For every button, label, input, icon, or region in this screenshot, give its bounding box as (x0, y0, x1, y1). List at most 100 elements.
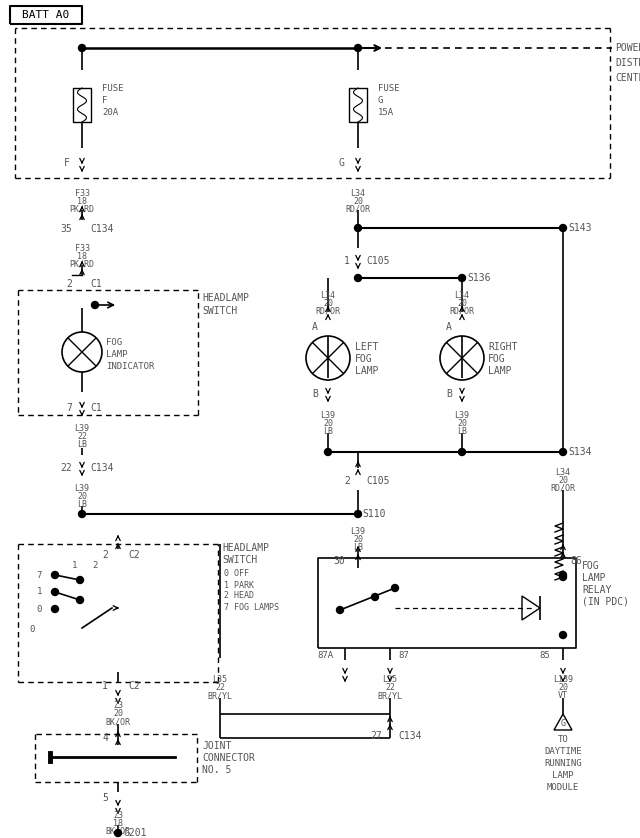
Text: LAMP: LAMP (355, 366, 378, 376)
Circle shape (559, 572, 566, 578)
Text: 1: 1 (72, 561, 77, 570)
Text: 22: 22 (60, 463, 72, 473)
Text: 1: 1 (344, 256, 350, 266)
Text: F: F (102, 96, 108, 105)
Circle shape (77, 577, 83, 583)
Text: 87A: 87A (317, 651, 333, 660)
Text: 2 HEAD: 2 HEAD (224, 592, 254, 601)
Text: SWITCH: SWITCH (202, 306, 237, 316)
Circle shape (559, 573, 566, 581)
Text: 4: 4 (102, 733, 108, 743)
Text: C105: C105 (366, 256, 390, 266)
Text: C1: C1 (90, 279, 102, 289)
Text: G: G (338, 158, 344, 168)
Circle shape (79, 44, 86, 51)
Text: L39: L39 (74, 423, 90, 432)
Circle shape (337, 607, 344, 613)
Text: L39: L39 (351, 526, 365, 535)
Circle shape (355, 510, 362, 518)
Circle shape (458, 275, 465, 282)
Text: S136: S136 (467, 273, 490, 283)
Text: L139: L139 (553, 675, 573, 685)
Text: 7 FOG LAMPS: 7 FOG LAMPS (224, 603, 279, 612)
Text: 0: 0 (36, 604, 42, 613)
Text: G201: G201 (124, 828, 147, 838)
Text: BK/OR: BK/OR (106, 717, 131, 727)
Text: LAMP: LAMP (552, 772, 573, 780)
Circle shape (51, 572, 58, 578)
Text: PK/RD: PK/RD (70, 204, 95, 214)
Text: RD/OR: RD/OR (449, 307, 474, 315)
Text: VT: VT (558, 691, 568, 701)
Text: 22: 22 (215, 684, 225, 692)
Text: 20: 20 (558, 475, 568, 484)
Text: L39: L39 (321, 411, 335, 420)
Text: C105: C105 (366, 476, 390, 486)
Text: LB: LB (77, 499, 87, 509)
Circle shape (77, 597, 83, 603)
Text: S143: S143 (568, 223, 591, 233)
Text: 18: 18 (113, 819, 123, 827)
Text: B: B (446, 389, 452, 399)
Text: NO. 5: NO. 5 (202, 765, 232, 775)
Text: 1 PARK: 1 PARK (224, 581, 254, 589)
Text: 20: 20 (113, 710, 123, 718)
Text: S134: S134 (568, 447, 591, 457)
Text: DISTRIBUTION: DISTRIBUTION (615, 58, 640, 68)
Text: C134: C134 (90, 224, 113, 234)
Text: C1: C1 (90, 403, 102, 413)
Text: FOG: FOG (488, 354, 506, 364)
Text: 2: 2 (102, 550, 108, 560)
Text: BR/YL: BR/YL (378, 691, 403, 701)
Text: FUSE: FUSE (102, 84, 124, 92)
Text: A: A (446, 322, 452, 332)
Text: 5: 5 (102, 793, 108, 803)
Text: RD/OR: RD/OR (316, 307, 340, 315)
Text: L39: L39 (454, 411, 470, 420)
Text: FOG: FOG (106, 338, 122, 346)
Text: HEADLAMP: HEADLAMP (222, 543, 269, 553)
Text: A: A (312, 322, 318, 332)
Text: PK/RD: PK/RD (70, 260, 95, 268)
Text: JOINT: JOINT (202, 741, 232, 751)
Text: 20: 20 (323, 298, 333, 308)
Circle shape (559, 632, 566, 639)
Text: BATT A0: BATT A0 (22, 10, 70, 20)
Text: C2: C2 (128, 681, 140, 691)
Text: (IN PDC): (IN PDC) (582, 597, 629, 607)
Text: FOG: FOG (355, 354, 372, 364)
Text: RIGHT: RIGHT (488, 342, 517, 352)
Text: 20: 20 (457, 418, 467, 427)
Circle shape (324, 448, 332, 456)
Text: CONNECTOR: CONNECTOR (202, 753, 255, 763)
Circle shape (371, 593, 378, 601)
Circle shape (559, 225, 566, 231)
Text: 27: 27 (371, 731, 382, 741)
Circle shape (355, 275, 362, 282)
Text: C134: C134 (398, 731, 422, 741)
Circle shape (92, 302, 99, 308)
Circle shape (458, 448, 465, 456)
Text: SWITCH: SWITCH (222, 555, 257, 565)
Text: FOG: FOG (582, 561, 600, 571)
Circle shape (115, 830, 122, 836)
Text: F33: F33 (74, 244, 90, 252)
Text: 20: 20 (353, 535, 363, 544)
Text: F: F (64, 158, 70, 168)
Text: 2: 2 (344, 476, 350, 486)
Text: L34: L34 (351, 189, 365, 198)
Text: 0 OFF: 0 OFF (224, 570, 249, 578)
Text: 18: 18 (77, 196, 87, 205)
Text: RUNNING: RUNNING (544, 759, 582, 768)
Text: 20: 20 (77, 492, 87, 500)
Text: RD/OR: RD/OR (346, 204, 371, 214)
Circle shape (79, 510, 86, 518)
Text: L39: L39 (74, 484, 90, 493)
Text: 7: 7 (36, 571, 42, 580)
Text: LAMP: LAMP (582, 573, 605, 583)
Text: Z3: Z3 (113, 701, 123, 711)
Text: HEADLAMP: HEADLAMP (202, 293, 249, 303)
Text: 86: 86 (570, 556, 582, 566)
Text: 1: 1 (102, 681, 108, 691)
Text: BK/OR: BK/OR (106, 826, 131, 835)
